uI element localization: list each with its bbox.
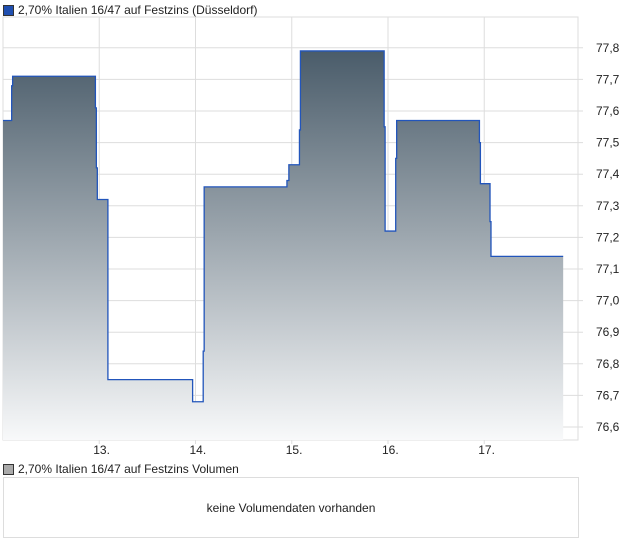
x-tick-label: 13.	[93, 443, 110, 457]
y-tick-label: 76,8	[596, 357, 620, 371]
y-tick-label: 77,8	[596, 41, 620, 55]
x-tick-label: 16.	[382, 443, 399, 457]
price-line	[3, 50, 564, 403]
chart-title: 2,70% Italien 16/47 auf Festzins (Düssel…	[18, 3, 258, 17]
volume-panel: keine Volumendaten vorhanden	[3, 477, 579, 538]
legend-swatch	[3, 4, 14, 16]
y-tick-label: 77,3	[596, 199, 620, 213]
volume-title: 2,70% Italien 16/47 auf Festzins Volumen	[18, 462, 239, 476]
volume-legend: 2,70% Italien 16/47 auf Festzins Volumen	[3, 462, 239, 476]
x-tick-label: 14.	[190, 443, 207, 457]
y-tick-label: 77,6	[596, 104, 620, 118]
x-tick-label: 15.	[286, 443, 303, 457]
legend-swatch	[3, 463, 14, 475]
y-tick-label: 77,0	[596, 294, 620, 308]
no-volume-message: keine Volumendaten vorhanden	[206, 500, 376, 515]
price-area	[3, 50, 564, 441]
y-tick-label: 76,9	[596, 325, 620, 339]
y-tick-label: 77,2	[596, 230, 620, 244]
y-tick-label: 76,7	[596, 388, 620, 402]
x-tick-label: 17.	[478, 443, 495, 457]
price-legend: 2,70% Italien 16/47 auf Festzins (Düssel…	[3, 3, 257, 17]
y-tick-label: 77,7	[596, 72, 620, 86]
y-tick-label: 77,5	[596, 136, 620, 150]
price-chart: 76,6 76,7 76,8 76,9 77,0 77,1 77,2 77,3 77,4 77,5…	[2, 16, 620, 457]
y-tick-label: 76,6	[596, 420, 620, 434]
y-tick-label: 77,4	[596, 167, 620, 181]
y-tick-label: 77,1	[596, 262, 620, 276]
